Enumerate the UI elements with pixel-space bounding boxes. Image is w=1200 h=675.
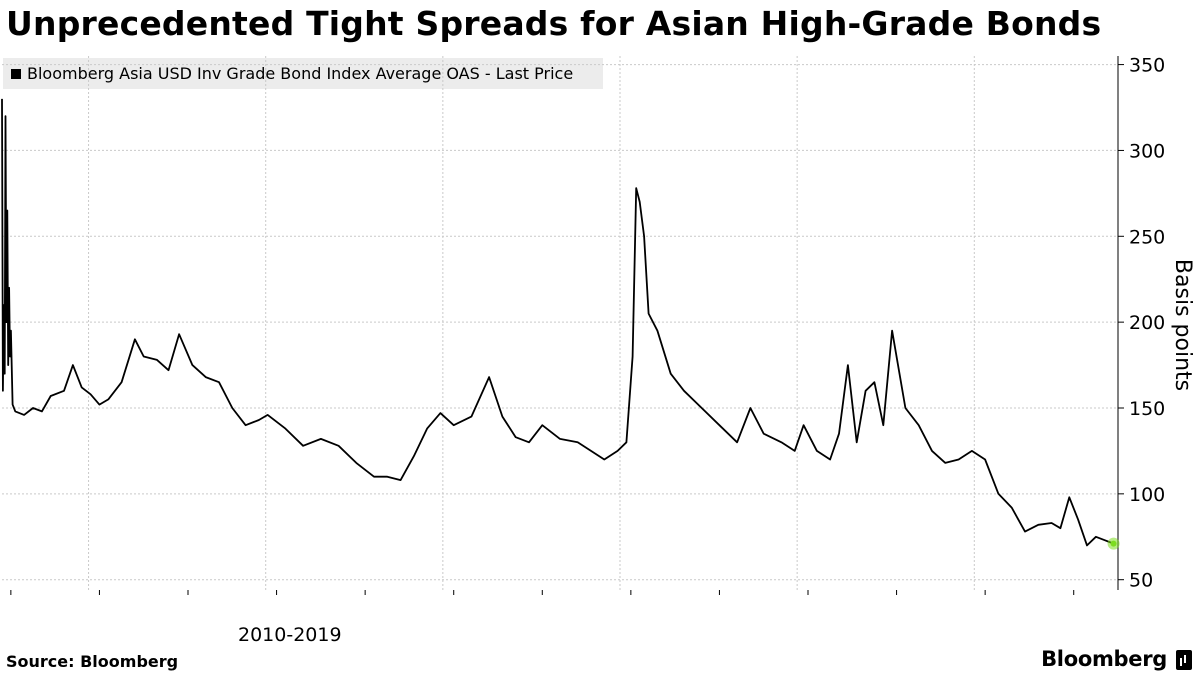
y-tick-label: 300 bbox=[1129, 140, 1165, 162]
y-tick-label: 200 bbox=[1129, 312, 1165, 334]
y-tick-label: 100 bbox=[1129, 484, 1165, 506]
y-tick-label: 50 bbox=[1129, 570, 1153, 592]
last-point-dot bbox=[1110, 540, 1117, 547]
legend: Bloomberg Asia USD Inv Grade Bond Index … bbox=[3, 58, 603, 89]
chart-title: Unprecedented Tight Spreads for Asian Hi… bbox=[6, 4, 1102, 43]
y-axis-label: Basis points bbox=[1170, 259, 1195, 391]
brand-logo-text: Bloomberg bbox=[1041, 647, 1167, 671]
legend-label: Bloomberg Asia USD Inv Grade Bond Index … bbox=[27, 64, 574, 83]
brand-icon bbox=[1176, 650, 1192, 670]
y-tick-label: 250 bbox=[1129, 226, 1165, 248]
legend-swatch bbox=[11, 68, 21, 79]
y-tick-label: 350 bbox=[1129, 55, 1165, 77]
y-tick-label: 150 bbox=[1129, 398, 1165, 420]
x-tick-label: 2010-2019 bbox=[238, 624, 342, 646]
series-line bbox=[1, 98, 1114, 547]
source-note: Source: Bloomberg bbox=[6, 652, 179, 671]
